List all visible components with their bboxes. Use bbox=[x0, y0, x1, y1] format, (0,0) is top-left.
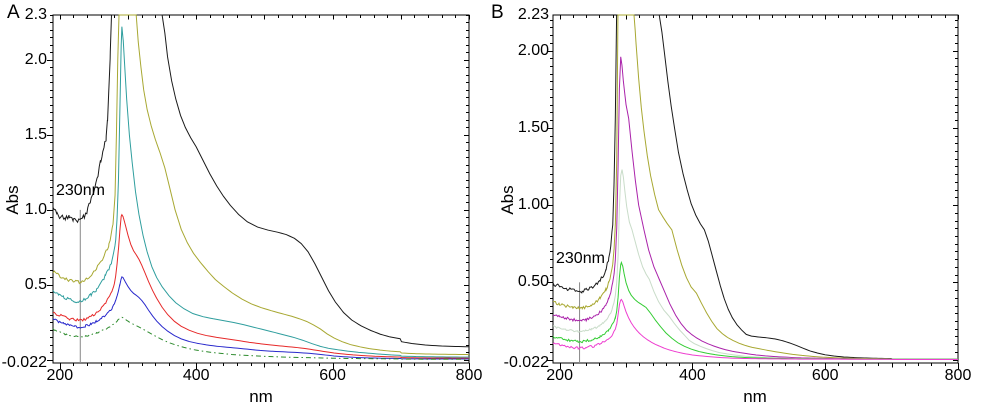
plot-border-B bbox=[552, 14, 959, 364]
x-tick-label-b: 600 bbox=[811, 367, 839, 384]
plot-border-A bbox=[52, 14, 470, 364]
panel-a-plot bbox=[47, 14, 470, 369]
y-tick-label-b: 1.50 bbox=[517, 118, 549, 136]
spectrum-curve-a-blue bbox=[52, 276, 469, 360]
x-tick-label-a: 600 bbox=[319, 367, 346, 384]
x-tick-label-a: 400 bbox=[182, 367, 210, 384]
spectrum-curve-a-red bbox=[52, 213, 470, 359]
spectrum-curve-a-dark-yellow bbox=[52, 14, 470, 356]
y-tick-label-b: 0.50 bbox=[517, 273, 549, 291]
spectrum-curve-b-magenta bbox=[552, 298, 958, 360]
y-tick-label-a: 1.5 bbox=[24, 125, 47, 143]
x-tick-label-b: 800 bbox=[944, 367, 972, 384]
panel-b-x-axis-title: nm bbox=[743, 387, 767, 406]
y-tick-label-a: 1.0 bbox=[24, 200, 47, 218]
y-tick-label-b: 2.23 bbox=[517, 6, 549, 23]
y-tick-label-a: 2.0 bbox=[24, 50, 47, 68]
panel-b-plot bbox=[547, 14, 959, 369]
x-tick-label-a: 800 bbox=[455, 367, 483, 384]
spectrum-curve-a-green bbox=[52, 316, 469, 360]
spectrum-curve-b-black bbox=[552, 14, 958, 360]
panel-b-230nm-annotation: 230nm bbox=[556, 250, 605, 267]
panel-b-letter: B bbox=[491, 2, 504, 23]
y-tick-label-b: 1.00 bbox=[517, 196, 549, 214]
spectrum-curve-a-black bbox=[52, 14, 470, 348]
y-tick-label-a: 2.3 bbox=[24, 6, 47, 23]
x-tick-label-a: 200 bbox=[46, 367, 74, 384]
spectrum-curve-a-teal bbox=[52, 26, 470, 358]
y-tick-label-b: -0.022 bbox=[503, 354, 549, 371]
panel-a-230nm-annotation: 230nm bbox=[56, 182, 105, 199]
x-tick-label-b: 200 bbox=[546, 367, 573, 384]
x-tick-label-b: 400 bbox=[679, 367, 706, 384]
panel-a-x-axis-title: nm bbox=[249, 387, 273, 406]
y-tick-label-a: -0.022 bbox=[1, 354, 47, 371]
y-tick-label-b: 2.00 bbox=[517, 41, 549, 59]
panel-a-letter: A bbox=[7, 2, 20, 23]
y-tick-label-a: 0.5 bbox=[24, 275, 47, 293]
spectrum-curve-b-dark-yellow bbox=[552, 14, 958, 360]
